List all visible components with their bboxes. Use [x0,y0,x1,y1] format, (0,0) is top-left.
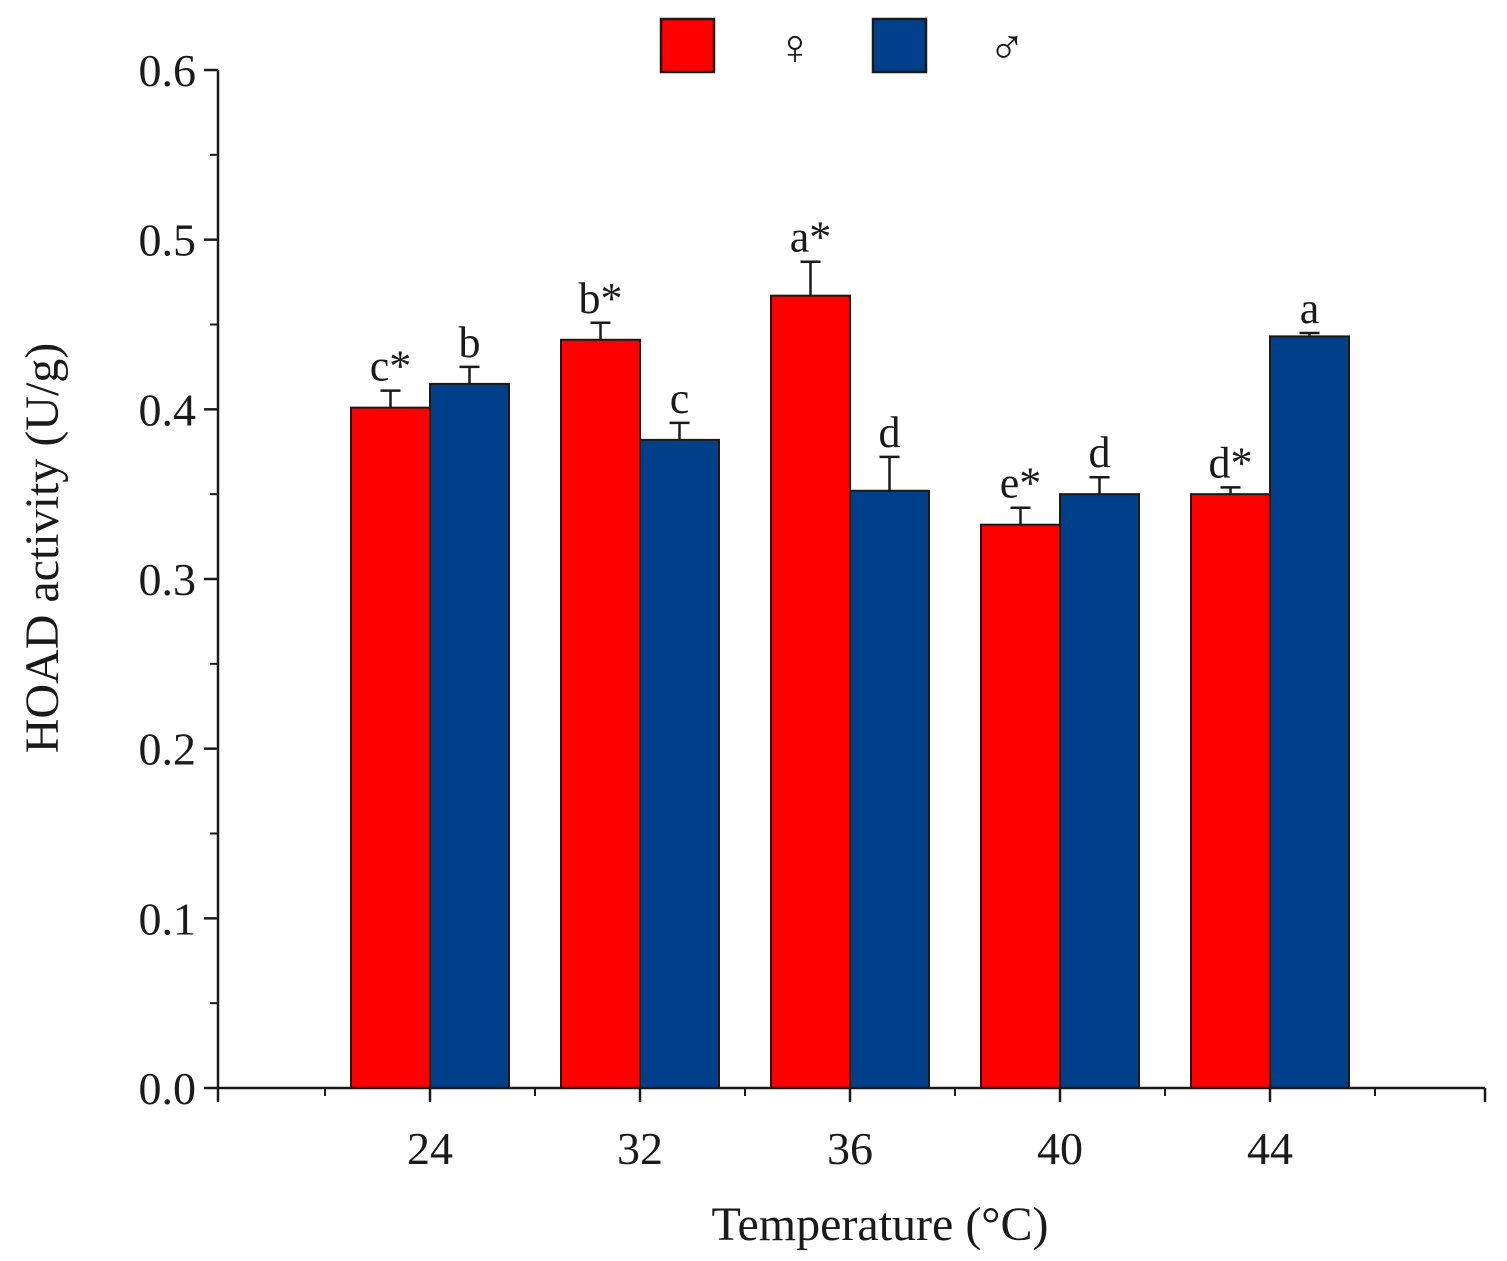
bar-female-44 [1190,493,1271,1089]
significance-label: b [459,318,481,367]
axes: 0.0 0.1 0.2 0.3 0.4 0.5 0.6 24 32 36 40 44 [139,45,1487,1174]
legend-swatch-female [659,17,716,74]
x-tick-label: 32 [617,1123,663,1174]
y-tick-label: 0.2 [139,724,197,775]
bar-female-40 [980,523,1061,1089]
y-tick-label: 0.0 [139,1063,197,1114]
significance-labels: c* b* a* e* d* b c d d a [370,213,1320,508]
x-tick-label: 24 [407,1123,453,1174]
bar-male-32 [639,438,720,1089]
significance-label: c* [370,342,412,391]
y-tick-label: 0.4 [139,384,197,435]
bars [350,294,1350,1090]
bar-female-32 [560,338,641,1089]
x-tick-label: 40 [1037,1123,1083,1174]
legend-label-female: ♀ [776,19,814,75]
significance-label: a* [790,213,832,262]
significance-label: c [670,374,690,423]
significance-label: a [1300,284,1320,333]
x-tick-label: 44 [1247,1123,1293,1174]
legend-swatch-male [871,17,928,74]
bar-female-36 [770,294,851,1089]
bar-female-24 [350,406,431,1089]
x-axis-title: Temperature (°C) [711,1198,1048,1251]
y-tick-label: 0.3 [139,554,197,605]
y-tick-label: 0.6 [139,45,197,96]
error-bars [380,260,1320,525]
x-tick-label: 36 [827,1123,873,1174]
y-axis-title: HOAD activity (U/g) [16,343,69,754]
legend: ♀ ♂ [659,17,1026,75]
significance-label: d [879,408,901,457]
significance-label: d* [1209,438,1253,487]
legend-label-male: ♂ [988,19,1026,75]
y-tick-label: 0.5 [139,215,197,266]
bar-male-44 [1269,335,1350,1090]
significance-label: d [1089,428,1111,477]
significance-label: b* [579,274,623,323]
bar-male-36 [849,489,930,1090]
y-tick-label: 0.1 [139,893,197,944]
significance-label: e* [1000,459,1042,508]
bar-male-24 [429,382,510,1089]
bar-male-40 [1059,493,1140,1089]
